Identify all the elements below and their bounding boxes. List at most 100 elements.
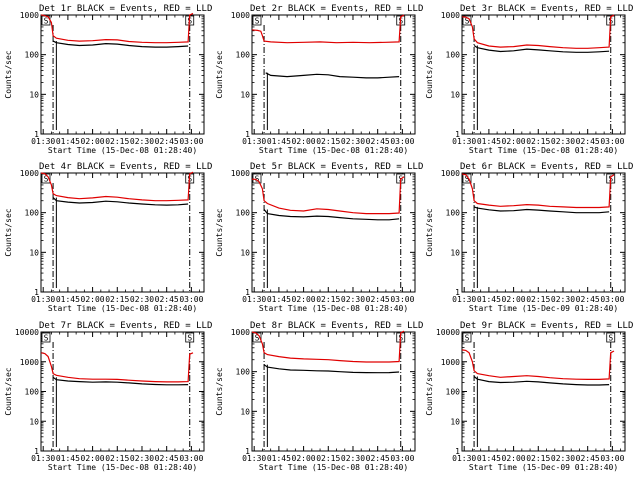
x-tick-label: 01:45	[56, 137, 80, 146]
x-tick-label: 01:30	[242, 295, 266, 304]
x-tick-label: 01:30	[452, 137, 476, 146]
panel-title: Det 8r BLACK = Events, RED = LLD	[250, 321, 423, 331]
x-axis-label: Start Time (15-Dec-08 01:28:40)	[48, 146, 197, 155]
x-tick-label: 03:00	[179, 137, 203, 146]
panel-det-8: Det 8r BLACK = Events, RED = LLD 1 10 100 10…	[215, 321, 423, 472]
x-tick-label: 01:45	[267, 295, 291, 304]
y-tick-label: 1000	[20, 169, 39, 178]
x-tick-label: 03:00	[390, 137, 414, 146]
panel-title: Det 3r BLACK = Events, RED = LLD	[460, 4, 633, 14]
y-tick-label: 1	[245, 288, 250, 297]
series-events-line	[52, 376, 189, 386]
x-tick-label: 02:15	[316, 137, 340, 146]
series-events-line	[52, 197, 189, 206]
y-tick-label: 1000	[441, 358, 460, 367]
x-tick-label: 02:15	[526, 295, 550, 304]
y-axis-label: Counts/sec	[4, 50, 13, 98]
y-tick-label: 10	[29, 248, 39, 257]
plot-frame	[251, 14, 416, 135]
x-tick-label: 01:30	[242, 137, 266, 146]
x-tick-label: 02:15	[526, 454, 550, 463]
y-tick-label: 10	[29, 90, 39, 99]
x-axis-label: Start Time (15-Dec-08 01:28:40)	[259, 146, 408, 155]
x-tick-label: 02:00	[292, 137, 316, 146]
x-tick-label: 03:00	[390, 295, 414, 304]
y-tick-label: 100	[236, 51, 251, 60]
end-marker-label: S	[187, 334, 192, 343]
x-tick-label: 02:30	[551, 137, 575, 146]
y-tick-label: 1	[455, 288, 460, 297]
start-marker-label-box	[41, 332, 51, 343]
x-tick-label: 02:45	[155, 137, 179, 146]
panel-det-9: Det 9r BLACK = Events, RED = LLD 1 10 100 10…	[425, 321, 633, 472]
start-marker-label-box	[462, 332, 472, 343]
x-tick-label: 01:30	[31, 137, 55, 146]
x-tick-label: 02:15	[316, 295, 340, 304]
x-tick-label: 02:45	[576, 295, 600, 304]
x-tick-label: 01:45	[477, 137, 501, 146]
start-marker-label: S	[44, 17, 49, 26]
y-tick-label: 1000	[20, 11, 39, 20]
panel-det-7: Det 7r BLACK = Events, RED = LLD 1 10 100 10…	[4, 321, 212, 472]
start-marker-label: S	[465, 334, 470, 343]
y-axis-label: Counts/sec	[4, 367, 13, 415]
x-tick-label: 02:45	[155, 295, 179, 304]
y-axis-label: Counts/sec	[425, 50, 434, 98]
plot-frame	[40, 331, 205, 452]
x-tick-label: 01:30	[242, 454, 266, 463]
series-lld-line	[252, 176, 405, 215]
series-lld-line	[251, 330, 405, 363]
x-axis-label: Start Time (15-Dec-08 01:28:40)	[259, 304, 408, 313]
start-marker-label: S	[255, 175, 260, 184]
panel-det-2: Det 2r BLACK = Events, RED = LLD 1 10 100 10…	[215, 4, 423, 155]
x-tick-label: 02:30	[130, 137, 154, 146]
plot-frame	[461, 331, 626, 452]
x-tick-label: 03:00	[179, 454, 203, 463]
y-tick-label: 1	[34, 288, 39, 297]
x-tick-label: 01:45	[477, 454, 501, 463]
series-lld-line	[252, 14, 405, 44]
plot-frame	[40, 14, 205, 135]
y-tick-label: 10	[450, 90, 460, 99]
x-tick-label: 02:15	[105, 454, 129, 463]
end-marker-label-box	[606, 332, 616, 343]
y-tick-label: 100	[236, 368, 251, 377]
x-tick-label: 02:45	[366, 454, 390, 463]
y-axis-label: Counts/sec	[215, 208, 224, 256]
x-tick-label: 02:00	[81, 137, 105, 146]
panel-det-6: Det 6r BLACK = Events, RED = LLD 1 10 100 10…	[425, 162, 633, 313]
x-tick-label: 02:45	[576, 137, 600, 146]
y-tick-label: 1	[245, 447, 250, 456]
y-tick-label: 1	[245, 130, 250, 139]
y-tick-label: 1000	[441, 169, 460, 178]
start-marker-label-box	[252, 173, 262, 184]
panel-title: Det 5r BLACK = Events, RED = LLD	[250, 162, 423, 172]
plot-frame	[461, 14, 626, 135]
x-tick-label: 02:45	[155, 454, 179, 463]
x-tick-label: 01:30	[452, 295, 476, 304]
y-tick-label: 10000	[436, 328, 460, 337]
y-tick-label: 1000	[231, 169, 250, 178]
y-tick-label: 10	[450, 248, 460, 257]
series-lld-line	[40, 352, 194, 383]
x-tick-label: 02:00	[502, 295, 526, 304]
y-tick-label: 1	[34, 447, 39, 456]
x-tick-label: 02:30	[551, 454, 575, 463]
x-tick-label: 02:15	[105, 295, 129, 304]
x-tick-label: 02:15	[105, 137, 129, 146]
start-marker-label-box	[462, 15, 472, 26]
series-events-line	[473, 45, 610, 53]
panel-title: Det 4r BLACK = Events, RED = LLD	[39, 162, 212, 172]
y-tick-label: 100	[236, 209, 251, 218]
panel-title: Det 2r BLACK = Events, RED = LLD	[250, 4, 423, 14]
panel-det-3: Det 3r BLACK = Events, RED = LLD 1 10 100 10…	[425, 4, 633, 155]
series-events-line	[265, 72, 400, 79]
x-axis-label: Start Time (15-Dec-08 01:28:40)	[48, 304, 197, 313]
end-marker-label-box	[185, 332, 195, 343]
y-tick-label: 100	[446, 388, 461, 397]
start-marker-label-box	[252, 15, 262, 26]
series-lld-line	[41, 12, 194, 44]
x-tick-label: 02:30	[341, 454, 365, 463]
x-axis-label: Start Time (15-Dec-08 01:28:40)	[469, 146, 618, 155]
